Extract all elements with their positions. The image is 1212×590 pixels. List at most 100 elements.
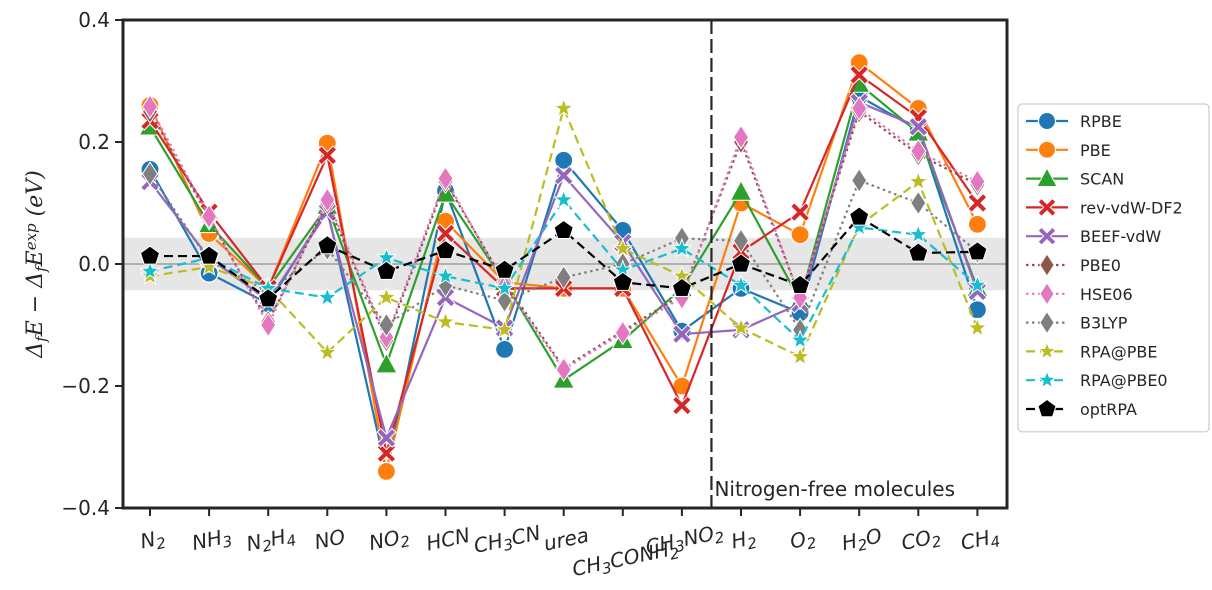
- series-line: [149, 105, 979, 359]
- data-point: [789, 329, 811, 350]
- data-point: [851, 167, 868, 193]
- data-point: [494, 277, 515, 298]
- y-tick-label: 0.0: [78, 252, 110, 276]
- data-point: [376, 443, 397, 464]
- legend-label: BEEF-vdW: [1080, 227, 1161, 246]
- legend-marker: [1037, 111, 1057, 131]
- nitrogen-free-annotation: Nitrogen-free molecules: [714, 477, 955, 501]
- data-point: [614, 320, 631, 346]
- data-point: [553, 165, 574, 186]
- x-tick-label-n2h4: N2H4: [244, 522, 298, 558]
- legend-label: rev-vdW-DF2: [1080, 198, 1183, 217]
- data-point: [437, 166, 454, 192]
- legend-entry-rpa-pbe0: RPA@PBE0: [1026, 369, 1168, 390]
- data-point: [790, 225, 810, 245]
- data-point: [553, 219, 574, 240]
- legend-label: PBE0: [1080, 256, 1121, 275]
- data-point: [435, 239, 456, 260]
- data-point: [849, 206, 870, 226]
- legend-marker: [1039, 253, 1055, 277]
- data-point: [553, 189, 575, 209]
- legend-marker: [1037, 369, 1057, 389]
- data-point: [671, 277, 692, 297]
- y-tick-label: −0.2: [61, 374, 110, 398]
- legend-label: SCAN: [1080, 170, 1124, 189]
- data-point: [969, 169, 986, 195]
- data-point: [908, 242, 929, 262]
- data-point: [849, 64, 870, 85]
- data-point: [671, 237, 693, 258]
- x-tick-label-ch3cn: CH3CN: [472, 520, 544, 560]
- data-point: [612, 271, 633, 291]
- data-point: [435, 223, 456, 244]
- data-point: [258, 288, 279, 308]
- legend-marker: [1037, 197, 1057, 217]
- y-tick-label: 0.4: [78, 8, 110, 32]
- data-point: [198, 256, 220, 276]
- data-point: [435, 265, 456, 286]
- data-point: [732, 124, 750, 150]
- data-point: [376, 461, 396, 481]
- legend-entry-pbe0: PBE0: [1026, 253, 1121, 277]
- legend-label: HSE06: [1080, 285, 1133, 304]
- series-line: [150, 215, 978, 301]
- x-tick-label-h2o: H2O: [840, 523, 885, 558]
- data-point: [967, 214, 988, 234]
- data-point: [730, 274, 752, 295]
- legend-entry-rpa-pbe: RPA@PBE: [1026, 340, 1157, 361]
- data-point: [729, 179, 753, 201]
- legend-label: RPA@PBE: [1080, 342, 1157, 361]
- data-point: [612, 237, 634, 258]
- legend-label: RPA@PBE0: [1080, 371, 1168, 390]
- data-point: [378, 312, 395, 338]
- data-point: [317, 235, 338, 255]
- x-tick-label-ch4: CH4: [959, 523, 1002, 557]
- legend-label: RPBE: [1080, 112, 1122, 131]
- data-point: [199, 245, 220, 265]
- data-point: [319, 187, 336, 213]
- data-point: [141, 161, 159, 187]
- data-point: [730, 253, 752, 273]
- data-point: [376, 427, 397, 448]
- series-hse06: [141, 94, 986, 382]
- legend-entry-scan: SCAN: [1026, 167, 1124, 189]
- data-point: [141, 94, 159, 120]
- series-line: [149, 198, 979, 343]
- data-point: [967, 192, 988, 214]
- legend-entry-beef-vdw: BEEF-vdW: [1026, 226, 1161, 246]
- data-point: [435, 311, 456, 331]
- data-point: [555, 264, 572, 290]
- data-point: [376, 260, 397, 280]
- legend: RPBE PBE SCAN rev-vdW-DF2 BEEF-vdW PBE0 HSE06 B…: [1017, 103, 1210, 433]
- data-point: [671, 324, 692, 345]
- data-point: [967, 241, 988, 261]
- y-axis-label: ΔfE − ΔfEexp (eV): [22, 170, 50, 358]
- legend-entry-rpbe: RPBE: [1026, 111, 1122, 131]
- data-point: [910, 138, 927, 164]
- data-point: [907, 170, 929, 191]
- legend-entry-rev-vdw-df2: rev-vdW-DF2: [1026, 197, 1183, 217]
- data-point: [316, 341, 338, 362]
- data-point: [967, 317, 988, 337]
- series-optrpa: [139, 206, 988, 308]
- x-tick-label-n2: N2: [138, 525, 168, 556]
- legend-entry-hse06: HSE06: [1026, 281, 1133, 306]
- data-point: [910, 190, 927, 216]
- legend-label: PBE: [1080, 141, 1111, 160]
- data-point: [732, 228, 750, 254]
- data-point: [553, 97, 575, 118]
- axis-layer: 0.40.20.0−0.2−0.4N2 NH3 N2H4 NO NO2 HCN CH3CNu…: [61, 8, 1009, 581]
- data-point: [494, 259, 515, 279]
- data-point: [967, 274, 988, 295]
- data-point: [139, 245, 161, 265]
- legend-marker: [1037, 140, 1057, 159]
- legend-entry-pbe: PBE: [1026, 140, 1111, 160]
- data-point: [316, 286, 338, 307]
- x-tick-label-o2: O2: [788, 525, 818, 556]
- legend-marker: [1039, 310, 1055, 335]
- data-point: [317, 145, 338, 166]
- data-point: [671, 395, 692, 416]
- legend-entry-b3lyp: B3LYP: [1026, 310, 1128, 335]
- legend-marker: [1037, 226, 1057, 246]
